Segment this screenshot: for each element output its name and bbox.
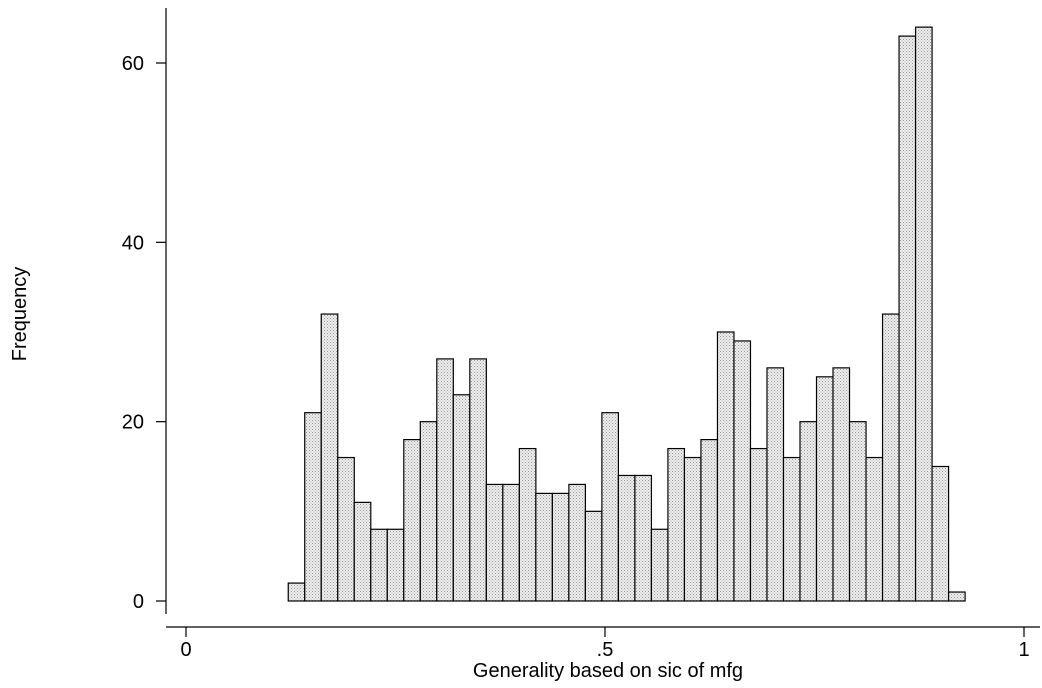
histogram-bar (304, 412, 322, 602)
histogram-bar (370, 528, 388, 602)
histogram-bar (931, 465, 950, 602)
histogram-bar (403, 439, 421, 602)
y-axis-title: Frequency (9, 267, 31, 362)
x-axis-ticks: 0.5 1 (180, 627, 1030, 661)
histogram-bar (700, 439, 719, 602)
y-tick-label: 40 (122, 232, 144, 254)
histogram-bar (568, 483, 586, 602)
y-axis-ticks: 0 20 40 60 (122, 53, 166, 613)
histogram-bar (452, 394, 471, 602)
histogram-bar (469, 358, 487, 602)
histogram-bar (634, 474, 653, 602)
histogram-bar (386, 528, 405, 602)
histogram-bar (337, 456, 355, 602)
histogram-bar (898, 35, 917, 602)
y-tick-label: 20 (122, 412, 144, 434)
histogram-bar (782, 456, 801, 602)
histogram-bar (733, 340, 752, 602)
x-axis-title: Generality based on sic of mfg (473, 660, 743, 682)
histogram-bar (535, 492, 553, 602)
histogram-bar (848, 421, 867, 602)
histogram-bar (485, 483, 504, 602)
histogram-bar (320, 313, 339, 602)
histogram-bar (584, 510, 603, 602)
histogram-bar (617, 474, 636, 602)
histogram-bar (419, 421, 438, 602)
histogram-bar (518, 447, 537, 602)
histogram-bar (749, 447, 768, 602)
histogram-bar (287, 582, 306, 602)
x-tick-label: 1 (1018, 639, 1029, 661)
x-tick-label: 0 (180, 639, 191, 661)
histogram-bar (650, 528, 669, 602)
histogram-bar (716, 331, 735, 602)
histogram-bar (667, 447, 686, 602)
histogram-bar (881, 313, 900, 602)
histogram-bar (683, 456, 702, 602)
histogram-bar (502, 483, 520, 602)
y-tick-label: 0 (133, 591, 144, 613)
histogram-bar (815, 376, 834, 602)
histogram-bar (353, 501, 372, 602)
x-tick-label: .5 (597, 639, 614, 661)
histogram-bar (914, 26, 933, 602)
histogram-bar (947, 591, 966, 602)
histogram-bar (601, 412, 620, 602)
histogram-bar (551, 492, 570, 602)
y-tick-label: 60 (122, 53, 144, 75)
histogram-bar (799, 421, 818, 602)
histogram-bar (832, 367, 851, 602)
histogram-bar (766, 367, 785, 602)
histogram-bar (436, 358, 454, 602)
histogram-bar (865, 456, 884, 602)
histogram-bars (287, 26, 966, 602)
